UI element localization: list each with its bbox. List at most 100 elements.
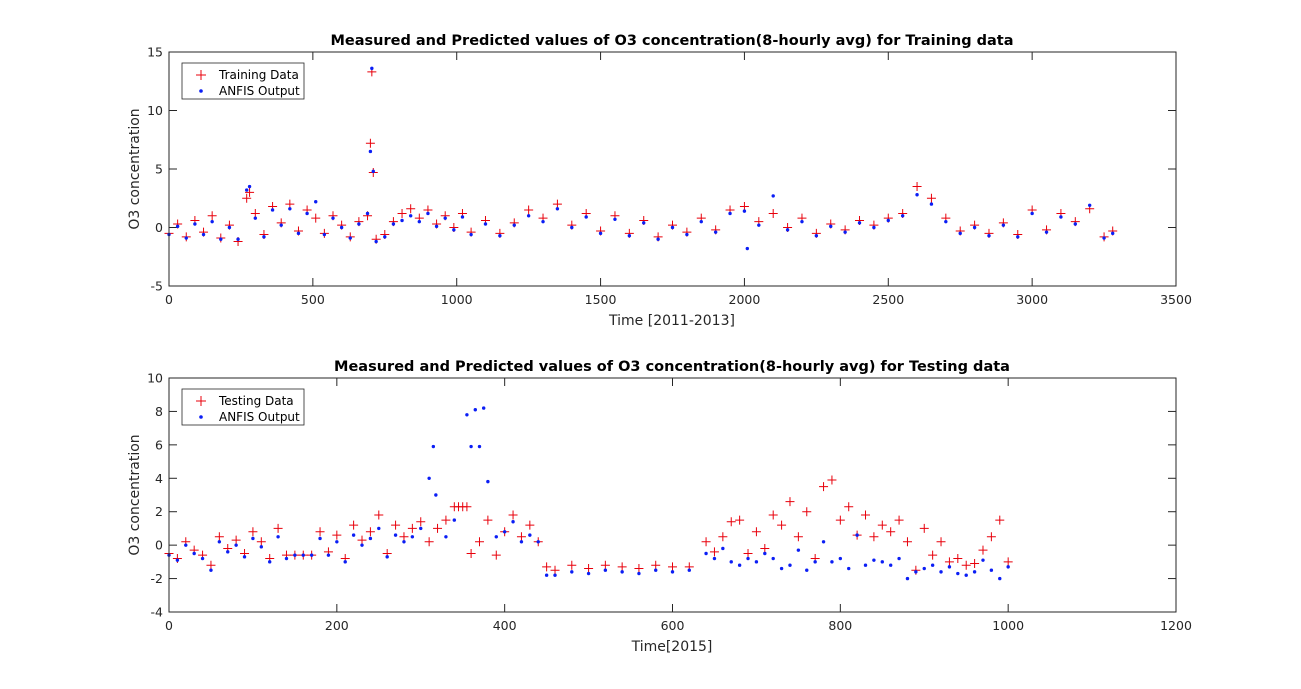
testing-anfis-point [956,571,960,576]
testing-measured-point [399,532,409,542]
testing-measured-point [953,554,963,564]
testing-measured-point [600,560,610,570]
testing-measured-point [709,547,719,557]
testing-anfis-point [511,520,515,524]
testing-measured-point [726,517,736,527]
testing-anfis-point [284,556,289,561]
testing-measured-point [214,532,224,542]
testing-measured-point [525,520,535,530]
testing-anfis-point [465,413,469,417]
training-y-axis-label: O3 concentration [127,108,143,229]
testing-anfis-point [242,555,247,559]
testing-legend-label-measured: Testing Data [218,394,294,408]
training-anfis-point [526,214,531,218]
testing-measured-point [802,507,812,517]
training-anfis-point [469,232,473,237]
testing-anfis-point [687,568,691,572]
testing-anfis-point [452,518,457,522]
testing-anfis-point [477,444,482,449]
testing-measured-point [651,560,661,570]
training-anfis-point [814,233,819,238]
training-anfis-point [886,218,890,223]
training-x-tick-label: 1000 [441,292,473,307]
training-anfis-point [296,231,301,236]
training-anfis-point [426,211,430,216]
testing-anfis-point [813,560,817,564]
training-x-tick-label: 3500 [1160,292,1192,307]
testing-anfis-point [544,573,549,577]
training-chart-title: Measured and Predicted values of O3 conc… [330,33,1013,49]
training-series-anfis [167,66,1115,251]
testing-anfis-point [914,570,918,574]
training-measured-point [311,213,321,223]
testing-measured-point [206,560,216,570]
testing-anfis-point [620,570,624,574]
testing-measured-point [743,549,753,558]
training-anfis-point [175,224,180,229]
testing-axes: Measured and Predicted values of O3 conc… [127,359,1192,655]
testing-anfis-point [930,563,935,567]
training-anfis-point [483,222,488,226]
training-anfis-point [288,207,292,211]
training-legend-box [181,62,305,100]
testing-anfis-point [419,526,423,531]
testing-anfis-point [721,546,725,551]
testing-measured-point [315,527,325,537]
testing-measured-point [424,537,434,547]
testing-anfis-point [318,536,322,541]
testing-legend: Testing Data ANFIS Output [181,388,305,426]
training-anfis-point [370,66,374,71]
testing-anfis-point [473,408,477,412]
training-anfis-point [613,217,617,222]
testing-measured-point [827,475,837,485]
testing-anfis-point [830,560,834,564]
testing-anfis-point [1006,565,1010,569]
testing-anfis-point [821,540,826,544]
training-anfis-point [184,236,188,240]
testing-anfis-point [771,556,775,561]
training-legend: Training Data ANFIS Output [181,62,305,100]
training-anfis-point [1059,215,1063,219]
testing-measured-point [936,537,946,547]
training-anfis-point [958,231,962,236]
testing-measured-point [877,520,887,530]
training-anfis-point [512,223,516,227]
training-x-tick-label: 2000 [729,292,761,307]
training-anfis-point [944,219,948,224]
testing-anfis-point [519,540,524,544]
testing-measured-point [902,537,912,547]
testing-x-tick-label: 0 [165,618,173,633]
training-anfis-point [262,235,266,239]
testing-measured-point [516,532,526,542]
training-anfis-point [1111,231,1115,236]
training-x-axis-label: Time [2011-2013] [608,313,735,329]
testing-measured-point [869,532,879,542]
training-anfis-point [843,230,847,234]
testing-anfis-point [410,535,415,539]
testing-measured-point [567,560,577,570]
testing-x-tick-label: 200 [325,618,349,633]
testing-anfis-point [712,556,717,561]
training-legend-label-measured: Training Data [218,68,299,82]
testing-measured-point [407,523,417,533]
testing-anfis-point [905,576,910,581]
training-anfis-point [322,232,327,237]
testing-anfis-point [947,565,952,569]
testing-measured-point [919,523,929,533]
training-anfis-point [785,228,790,232]
testing-measured-point [995,515,1005,525]
testing-y-tick-label: 4 [155,471,163,486]
testing-anfis-point [586,571,591,576]
training-anfis-point [374,239,378,244]
testing-measured-point [542,562,552,572]
testing-anfis-point [922,566,926,571]
training-measured-point [926,193,936,203]
testing-measured-point [231,535,241,545]
testing-anfis-point [788,563,792,567]
training-anfis-point [1016,235,1020,239]
testing-anfis-point [637,571,641,576]
testing-anfis-point [268,560,272,564]
testing-anfis-point [351,533,356,537]
